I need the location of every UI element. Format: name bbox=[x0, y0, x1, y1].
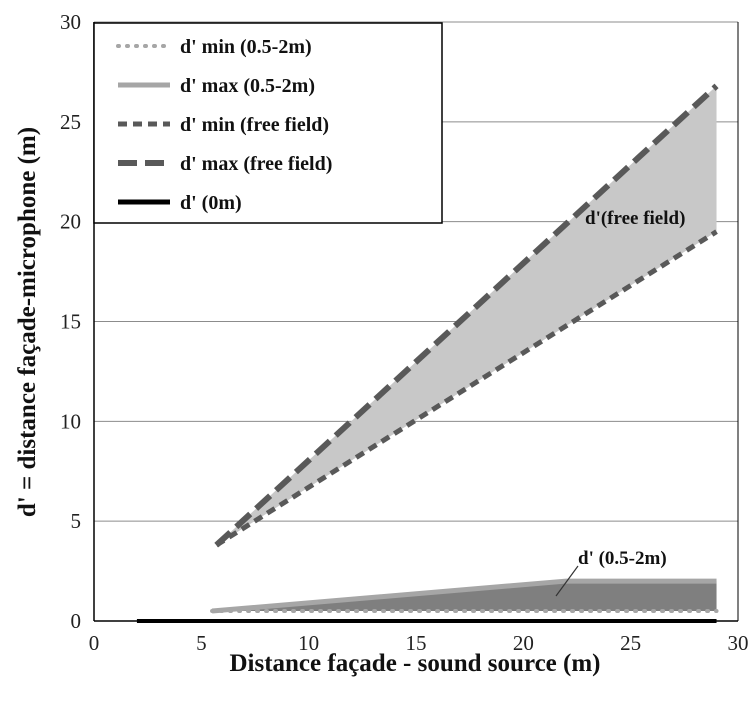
legend-label: d' max (free field) bbox=[180, 153, 332, 175]
annotation-near: d' (0.5-2m) bbox=[578, 548, 667, 569]
y-tick-label: 15 bbox=[60, 310, 81, 334]
legend-label: d' min (free field) bbox=[180, 114, 329, 136]
x-tick-label: 25 bbox=[620, 631, 641, 655]
series-line-3 bbox=[215, 229, 718, 548]
legend-label: d' min (0.5-2m) bbox=[180, 36, 312, 58]
y-tick-label: 25 bbox=[60, 110, 81, 134]
x-tick-label: 5 bbox=[196, 631, 207, 655]
near-range-fill bbox=[212, 581, 717, 612]
legend-label: d' max (0.5-2m) bbox=[180, 75, 315, 97]
annotations: d'(free field) d' (0.5-2m) bbox=[555, 208, 685, 597]
x-tick-label: 30 bbox=[728, 631, 749, 655]
tick-labels: 0 5 10 15 20 25 30 0 5 10 15 20 25 30 bbox=[60, 10, 749, 655]
x-axis-title: Distance façade - sound source (m) bbox=[229, 650, 600, 677]
y-tick-label: 5 bbox=[71, 509, 82, 533]
y-tick-label: 10 bbox=[60, 409, 81, 433]
y-tick-label: 0 bbox=[71, 609, 82, 633]
annotation-leader-line bbox=[555, 565, 579, 597]
x-tick-label: 10 bbox=[298, 631, 319, 655]
y-axis-title: d' = distance façade-microphone (m) bbox=[14, 127, 41, 517]
y-tick-label: 30 bbox=[60, 10, 81, 34]
legend: d' min (0.5-2m) d' max (0.5-2m) d' min (fr… bbox=[93, 22, 443, 224]
legend-label: d' (0m) bbox=[180, 192, 242, 214]
x-tick-label: 15 bbox=[406, 631, 427, 655]
annotation-free-field: d'(free field) bbox=[585, 208, 685, 229]
shaded-regions bbox=[212, 85, 717, 612]
series-line-4 bbox=[214, 83, 719, 548]
x-tick-label: 20 bbox=[513, 631, 534, 655]
x-tick-label: 0 bbox=[89, 631, 100, 655]
y-tick-label: 20 bbox=[60, 210, 81, 234]
